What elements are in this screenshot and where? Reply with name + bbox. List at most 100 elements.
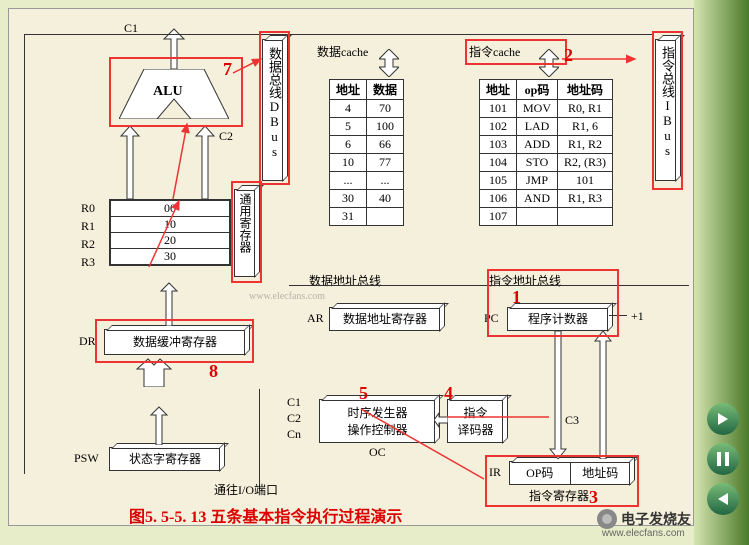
instr-table-cell: AND [517,190,558,208]
pause-icon [717,452,729,466]
instr-table-cell: 107 [480,208,517,226]
data-table-cell: ... [367,172,404,190]
watermark-corner: 电子发烧友 www.elecfans.com [596,508,691,539]
data-table-cell: 100 [367,118,404,136]
data-table-cell: 6 [330,136,367,154]
register-file: 00 10 20 30 [109,199,231,266]
instr-table-cell [558,208,613,226]
register-value: 30 [110,249,230,265]
decoder-box: 指令 译码器 [447,399,504,443]
arrow-alu-in-right-icon [194,124,216,199]
psw-code: PSW [74,451,99,466]
annotation-4: 4 [444,383,453,404]
highlight-pc [487,269,619,337]
signal-c3: C3 [565,413,579,428]
right-panel [694,0,749,545]
instr-table-hdr: op码 [517,80,558,100]
highlight-gpr [231,181,262,283]
annotation-1: 1 [512,287,521,308]
data-table-cell: ... [330,172,367,190]
highlight-ibus [652,31,683,190]
annotation-5: 5 [359,383,368,404]
instr-table-hdr: 地址 [480,80,517,100]
decoder-line1: 指令 [448,400,503,421]
timing-oc-label: OC [369,445,386,460]
psw-box: 状态字寄存器 [109,447,221,471]
annotation-3: 3 [589,487,598,508]
instr-table-cell: R1, R2 [558,136,613,154]
reg-r3-label: R3 [81,255,95,270]
data-table-cell: 10 [330,154,367,172]
signal-cn-oc: Cn [287,427,301,442]
diagram-root: ALU C1 数据总线DBus 数据cache 地址数据 470 5100 66… [0,0,749,545]
data-table-cell: 5 [330,118,367,136]
timing-line2: 操作控制器 [320,421,435,438]
stop-button[interactable] [707,483,739,515]
annotation-7: 7 [223,59,232,80]
data-table-cell: 77 [367,154,404,172]
arrow-ir-up-icon [594,331,612,459]
instr-table-cell: 101 [558,172,613,190]
instruction-memory-table: 地址op码地址码 101MOVR0, R1 102LADR1, 6 103ADD… [479,79,613,226]
play-icon [718,413,728,425]
register-value: 00 [110,200,230,217]
timing-control-box: 时序发生器 操作控制器 [319,399,436,443]
instr-table-hdr: 地址码 [558,80,613,100]
reg-r0-label: R0 [81,201,95,216]
highlight-icache [465,39,567,65]
data-table-hdr-addr: 地址 [330,80,367,100]
watermark-brand: 电子发烧友 [621,511,691,527]
instr-table-cell [517,208,558,226]
data-table-cell: 30 [330,190,367,208]
instr-table-cell: 101 [480,100,517,118]
signal-c2: C2 [219,129,233,144]
ar-code: AR [307,311,324,326]
arrow-alu-in-left-icon [119,124,141,199]
data-table-cell: 70 [367,100,404,118]
figure-caption: 图5. 5-5. 13 五条基本指令执行过程演示 [129,503,402,527]
instr-table-cell: MOV [517,100,558,118]
instr-table-cell: 104 [480,154,517,172]
instr-table-cell: 102 [480,118,517,136]
reg-r2-label: R2 [81,237,95,252]
register-value: 20 [110,233,230,249]
annotation-8: 8 [209,361,218,382]
annotation-2: 2 [564,45,573,66]
arrow-data-cache-icon [379,49,399,77]
data-table-cell: 4 [330,100,367,118]
data-table-cell [367,208,404,226]
watermark-url: www.elecfans.com [596,528,691,539]
highlight-dbus [259,31,290,185]
decoder-line2: 译码器 [448,421,503,438]
io-label: 通往I/O端口 [214,481,278,498]
instr-table-cell: JMP [517,172,558,190]
play-button[interactable] [707,403,739,435]
signal-c2-oc: C2 [287,411,301,426]
instr-table-cell: ADD [517,136,558,154]
data-memory-table: 地址数据 470 5100 666 1077 ...... 3040 31 [329,79,404,226]
data-addr-bus-label: 数据地址总线 [309,272,381,289]
instr-table-cell: 106 [480,190,517,208]
logo-icon [596,508,618,530]
reg-r1-label: R1 [81,219,95,234]
data-table-cell: 31 [330,208,367,226]
instr-table-cell: LAD [517,118,558,136]
instr-table-cell: R1, 6 [558,118,613,136]
arrow-decoder-to-timing-icon [434,412,448,428]
data-table-hdr-val: 数据 [367,80,404,100]
highlight-ir [485,455,639,507]
instr-table-cell: R0, R1 [558,100,613,118]
arrow-pc-down-icon [549,331,567,459]
pause-button[interactable] [707,443,739,475]
data-table-cell: 40 [367,190,404,208]
timing-line1: 时序发生器 [320,400,435,421]
highlight-dr [95,319,254,363]
signal-c1-oc: C1 [287,395,301,410]
top-bus-line [24,34,654,35]
stop-icon [718,493,728,505]
dr-code: DR [79,334,96,349]
instr-table-cell: R1, R3 [558,190,613,208]
instr-table-cell: 105 [480,172,517,190]
diagram-canvas: ALU C1 数据总线DBus 数据cache 地址数据 470 5100 66… [8,8,694,526]
instr-table-cell: 103 [480,136,517,154]
